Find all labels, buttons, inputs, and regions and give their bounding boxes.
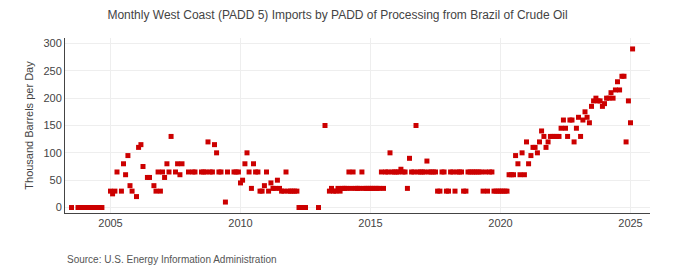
svg-text:Source: U.S. Energy Informatio: Source: U.S. Energy Information Administ… (67, 254, 277, 265)
svg-text:150: 150 (43, 119, 61, 131)
svg-text:2020: 2020 (488, 217, 512, 229)
svg-text:Monthly West Coast (PADD 5) Im: Monthly West Coast (PADD 5) Imports by P… (107, 8, 567, 22)
svg-text:2010: 2010 (228, 217, 252, 229)
svg-text:50: 50 (50, 174, 62, 186)
svg-text:200: 200 (43, 92, 61, 104)
svg-text:2005: 2005 (98, 217, 122, 229)
svg-text:250: 250 (43, 65, 61, 77)
svg-text:2015: 2015 (358, 217, 382, 229)
svg-text:300: 300 (43, 37, 61, 49)
svg-text:0: 0 (56, 201, 62, 213)
svg-text:100: 100 (43, 147, 61, 159)
svg-text:2025: 2025 (618, 217, 642, 229)
svg-text:Thousand Barrels per Day: Thousand Barrels per Day (23, 61, 35, 190)
